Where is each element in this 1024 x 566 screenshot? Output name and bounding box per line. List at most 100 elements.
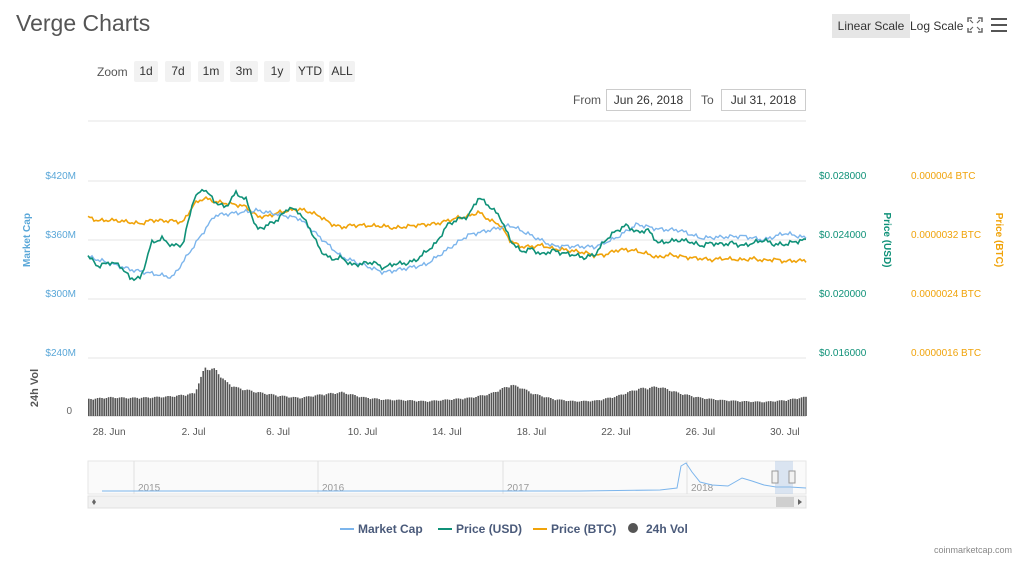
volume-bar — [605, 398, 607, 416]
y-tick-price-usd: $0.020000 — [819, 289, 867, 300]
volume-bar — [290, 397, 292, 416]
legend-market-cap[interactable]: Market Cap — [358, 522, 423, 536]
volume-bar — [596, 400, 598, 416]
volume-bar — [675, 391, 677, 416]
y-tick-market-cap: $420M — [45, 171, 76, 182]
volume-bar — [462, 399, 464, 416]
volume-bar — [794, 398, 796, 416]
volume-bar — [525, 389, 528, 416]
volume-bar — [358, 397, 361, 416]
volume-bar — [464, 398, 466, 416]
zoom-7d-button[interactable]: 7d — [165, 61, 191, 82]
volume-bar — [345, 393, 347, 416]
axis-title-price-btc: Price (BTC) — [993, 213, 1004, 267]
menu-icon[interactable] — [991, 18, 1007, 32]
volume-bar — [484, 395, 486, 416]
volume-bar — [99, 397, 101, 416]
volume-bar — [607, 397, 609, 416]
volume-bar — [325, 394, 328, 416]
volume-bar — [198, 383, 200, 416]
volume-bar — [600, 400, 603, 416]
series-market-cap — [87, 207, 807, 279]
legend-24h-vol[interactable]: 24h Vol — [646, 522, 688, 536]
to-date-input[interactable]: Jul 31, 2018 — [721, 89, 806, 111]
volume-bar — [545, 397, 548, 416]
volume-bar — [664, 387, 666, 416]
volume-bar — [426, 401, 429, 416]
volume-bar — [134, 397, 136, 416]
zoom-1d-button[interactable]: 1d — [134, 61, 158, 82]
volume-bar — [349, 394, 352, 416]
from-date-input[interactable]: Jun 26, 2018 — [606, 89, 691, 111]
volume-bar — [690, 396, 693, 416]
y-tick-price-usd: $0.016000 — [819, 348, 867, 359]
volume-bar — [189, 393, 191, 416]
volume-bar — [149, 398, 152, 416]
volume-bar — [140, 397, 143, 416]
navigator-handle-right — [788, 470, 796, 484]
volume-bar — [701, 398, 704, 416]
volume-bar — [297, 397, 299, 416]
volume-bar — [646, 389, 649, 416]
volume-bar — [682, 394, 684, 416]
volume-bar — [712, 399, 715, 416]
volume-bar — [706, 398, 708, 416]
volume-bar — [521, 388, 523, 416]
volume-bar — [248, 389, 251, 416]
volume-bar — [437, 400, 440, 416]
volume-bar — [754, 401, 757, 416]
zoom-1m-button[interactable]: 1m — [198, 61, 224, 82]
log-scale-button[interactable]: Log Scale — [910, 19, 964, 33]
volume-bar — [253, 392, 255, 416]
volume-bar — [565, 401, 567, 416]
legend-price-usd[interactable]: Price (USD) — [456, 522, 523, 536]
volume-bar — [154, 396, 156, 416]
zoom-all-button[interactable]: ALL — [329, 61, 355, 82]
volume-bar — [785, 401, 787, 416]
volume-bar — [611, 398, 614, 416]
volume-bar — [490, 392, 493, 416]
navigator-panel — [87, 460, 807, 495]
volume-bar — [633, 390, 636, 416]
volume-bar — [719, 399, 721, 416]
volume-bar — [220, 377, 222, 416]
zoom-3m-button[interactable]: 3m — [230, 61, 258, 82]
volume-bar — [233, 386, 235, 416]
volume-bar — [310, 396, 312, 416]
volume-bar — [495, 392, 497, 416]
volume-bar — [255, 392, 257, 416]
volume-bar — [578, 401, 581, 416]
volume-bar — [745, 401, 748, 416]
fullscreen-icon[interactable] — [967, 17, 983, 33]
volume-bar — [202, 371, 204, 416]
zoom-ytd-button[interactable]: YTD — [296, 61, 324, 82]
y-tick-market-cap: $240M — [45, 348, 76, 359]
volume-bar — [728, 401, 730, 416]
volume-bar — [380, 400, 383, 416]
x-tick-label: 2. Jul — [182, 427, 206, 438]
volume-bar — [101, 398, 103, 416]
x-tick-label: 28. Jun — [93, 427, 126, 438]
volume-bar — [308, 396, 310, 416]
volume-bar — [644, 388, 647, 416]
volume-bar — [547, 397, 550, 416]
y-tick-market-cap: $360M — [45, 230, 76, 241]
navigator-year-label: 2015 — [138, 483, 161, 494]
volume-bar — [431, 400, 433, 416]
volume-bar — [268, 394, 270, 416]
volume-bar — [635, 390, 638, 416]
volume-bar — [710, 398, 713, 416]
volume-bar — [299, 398, 301, 416]
volume-bar — [323, 395, 325, 416]
linear-scale-button[interactable]: Linear Scale — [832, 14, 910, 38]
y-tick-price-btc: 0.0000024 BTC — [911, 289, 981, 300]
volume-bar — [118, 397, 121, 416]
zoom-1y-button[interactable]: 1y — [264, 61, 290, 82]
to-label: To — [701, 93, 714, 107]
volume-bar — [783, 400, 785, 416]
volume-bar — [378, 399, 380, 416]
volume-bar — [708, 398, 710, 416]
volume-bar — [497, 391, 499, 416]
volume-bar — [774, 401, 776, 416]
legend-price-btc[interactable]: Price (BTC) — [551, 522, 617, 536]
